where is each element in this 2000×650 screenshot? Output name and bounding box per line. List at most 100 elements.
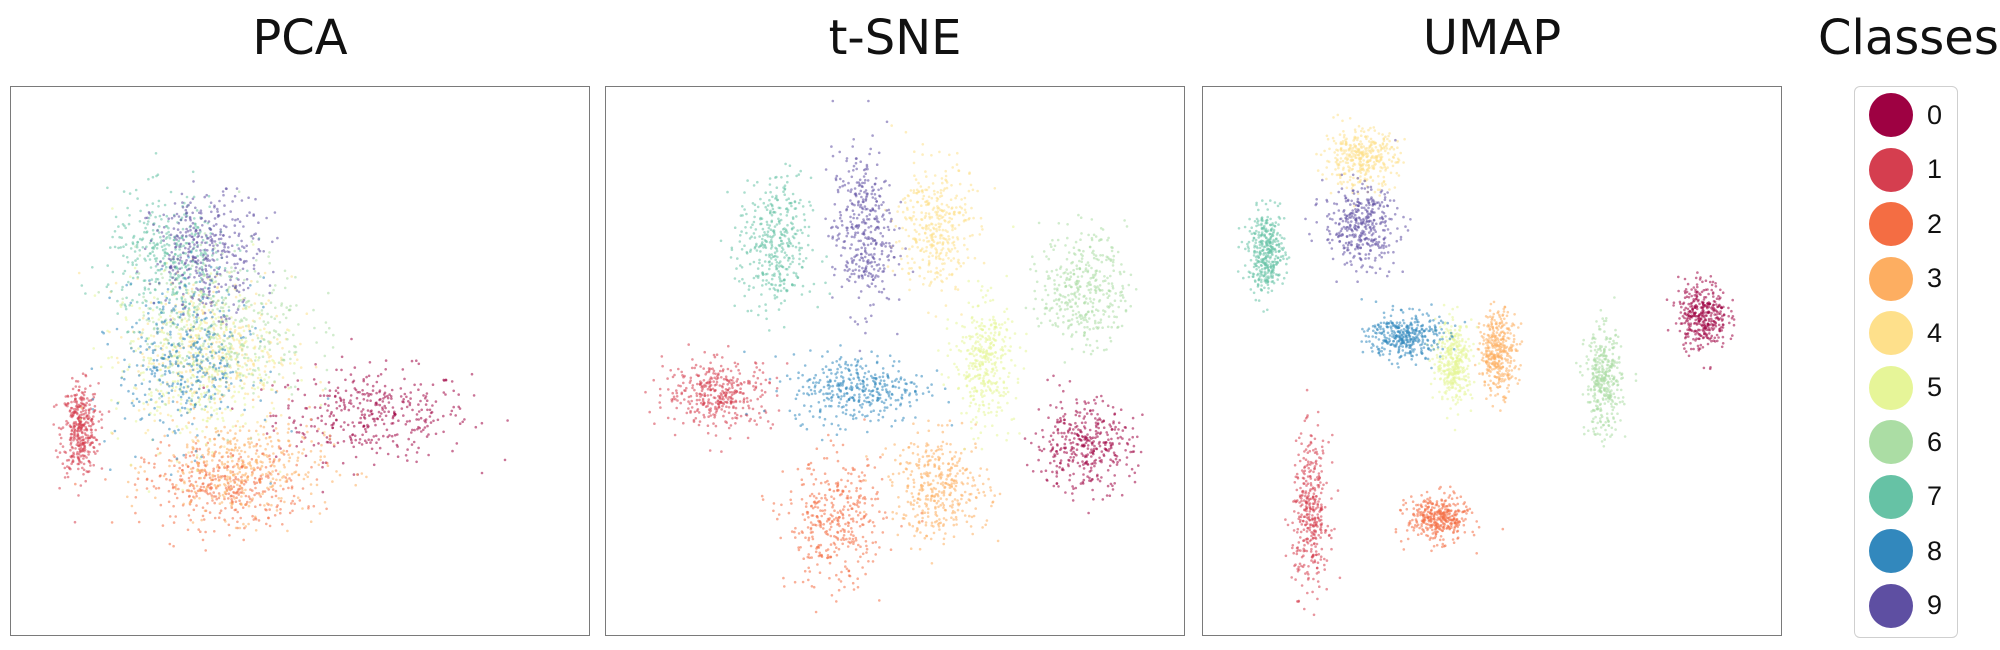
point-class-5: [124, 316, 128, 319]
point-class-4: [266, 351, 269, 354]
point-class-0: [265, 432, 269, 435]
point-class-9: [185, 212, 188, 215]
point-class-0: [1096, 478, 1100, 481]
point-class-7: [166, 236, 169, 239]
point-class-0: [1097, 426, 1100, 430]
point-class-1: [722, 402, 726, 406]
point-class-8: [144, 339, 148, 343]
point-class-0: [293, 419, 296, 423]
point-class-1: [89, 425, 93, 428]
point-class-2: [279, 508, 282, 511]
point-class-4: [264, 364, 267, 368]
point-class-2: [205, 471, 208, 474]
point-class-6: [210, 375, 214, 379]
point-class-0: [386, 394, 389, 398]
point-class-8: [179, 313, 183, 316]
point-class-2: [858, 501, 862, 504]
point-class-2: [847, 530, 850, 533]
point-class-8: [173, 429, 176, 433]
point-class-2: [876, 490, 879, 494]
point-class-3: [223, 425, 226, 429]
point-class-9: [143, 247, 147, 251]
point-class-1: [80, 430, 84, 434]
point-class-2: [856, 577, 859, 580]
point-class-9: [171, 281, 175, 285]
point-class-3: [244, 503, 247, 507]
point-class-0: [310, 424, 313, 428]
point-class-8: [153, 372, 157, 375]
point-class-3: [936, 481, 940, 485]
point-class-8: [194, 449, 198, 453]
point-class-2: [861, 552, 865, 556]
point-class-0: [375, 451, 379, 455]
point-class-7: [159, 301, 163, 304]
point-class-2: [212, 495, 216, 498]
point-class-6: [252, 309, 256, 312]
point-class-6: [256, 280, 259, 283]
point-class-7: [138, 220, 142, 223]
pca-scatter-plot: [52, 152, 509, 552]
point-class-2: [142, 458, 146, 461]
point-class-1: [76, 412, 79, 416]
point-class-2: [188, 479, 191, 483]
point-class-7: [203, 286, 207, 290]
point-class-9: [225, 225, 228, 229]
point-class-5: [126, 368, 130, 371]
point-class-9: [170, 266, 173, 269]
point-class-3: [182, 502, 185, 506]
point-class-7: [193, 217, 196, 220]
point-class-8: [203, 339, 207, 343]
point-class-2: [879, 455, 882, 459]
point-class-1: [709, 414, 712, 417]
point-class-5: [174, 385, 178, 389]
point-class-9: [229, 278, 232, 282]
point-class-0: [359, 416, 363, 420]
point-class-1: [79, 413, 82, 417]
point-class-0: [382, 434, 385, 438]
point-class-0: [1070, 431, 1074, 435]
point-class-0: [1052, 374, 1055, 378]
series-1-points: [644, 343, 789, 453]
point-class-4: [223, 445, 226, 449]
point-class-5: [210, 373, 214, 377]
point-class-0: [284, 385, 287, 389]
point-class-1: [661, 364, 664, 368]
point-class-0: [322, 394, 326, 397]
point-class-1: [729, 402, 733, 405]
point-class-0: [378, 446, 382, 450]
point-class-9: [217, 267, 220, 270]
point-class-4: [146, 428, 150, 432]
point-class-5: [263, 347, 267, 351]
point-class-1: [727, 411, 731, 415]
point-class-0: [423, 426, 427, 429]
point-class-7: [196, 225, 199, 229]
point-class-0: [1066, 463, 1070, 466]
point-class-0: [1075, 398, 1078, 401]
point-class-4: [218, 398, 222, 401]
point-class-9: [211, 239, 214, 243]
point-class-5: [192, 375, 196, 378]
point-class-1: [714, 405, 717, 409]
point-class-0: [331, 423, 335, 426]
point-class-4: [263, 327, 266, 331]
point-class-2: [835, 516, 838, 520]
point-class-8: [221, 376, 225, 379]
point-class-8: [174, 305, 177, 308]
point-class-0: [328, 389, 332, 392]
point-class-4: [232, 385, 236, 389]
point-class-4: [218, 336, 222, 340]
point-class-2: [159, 503, 163, 507]
point-class-1: [70, 400, 73, 404]
point-class-8: [209, 311, 212, 314]
point-class-8: [155, 322, 158, 326]
point-class-0: [1049, 443, 1053, 446]
point-class-1: [699, 383, 702, 387]
point-class-5: [219, 385, 222, 388]
point-class-1: [729, 369, 733, 373]
point-class-9: [219, 233, 222, 236]
point-class-3: [126, 480, 130, 484]
point-class-7: [144, 226, 147, 230]
point-class-0: [333, 395, 337, 398]
point-class-6: [272, 288, 275, 292]
point-class-0: [1090, 441, 1094, 445]
